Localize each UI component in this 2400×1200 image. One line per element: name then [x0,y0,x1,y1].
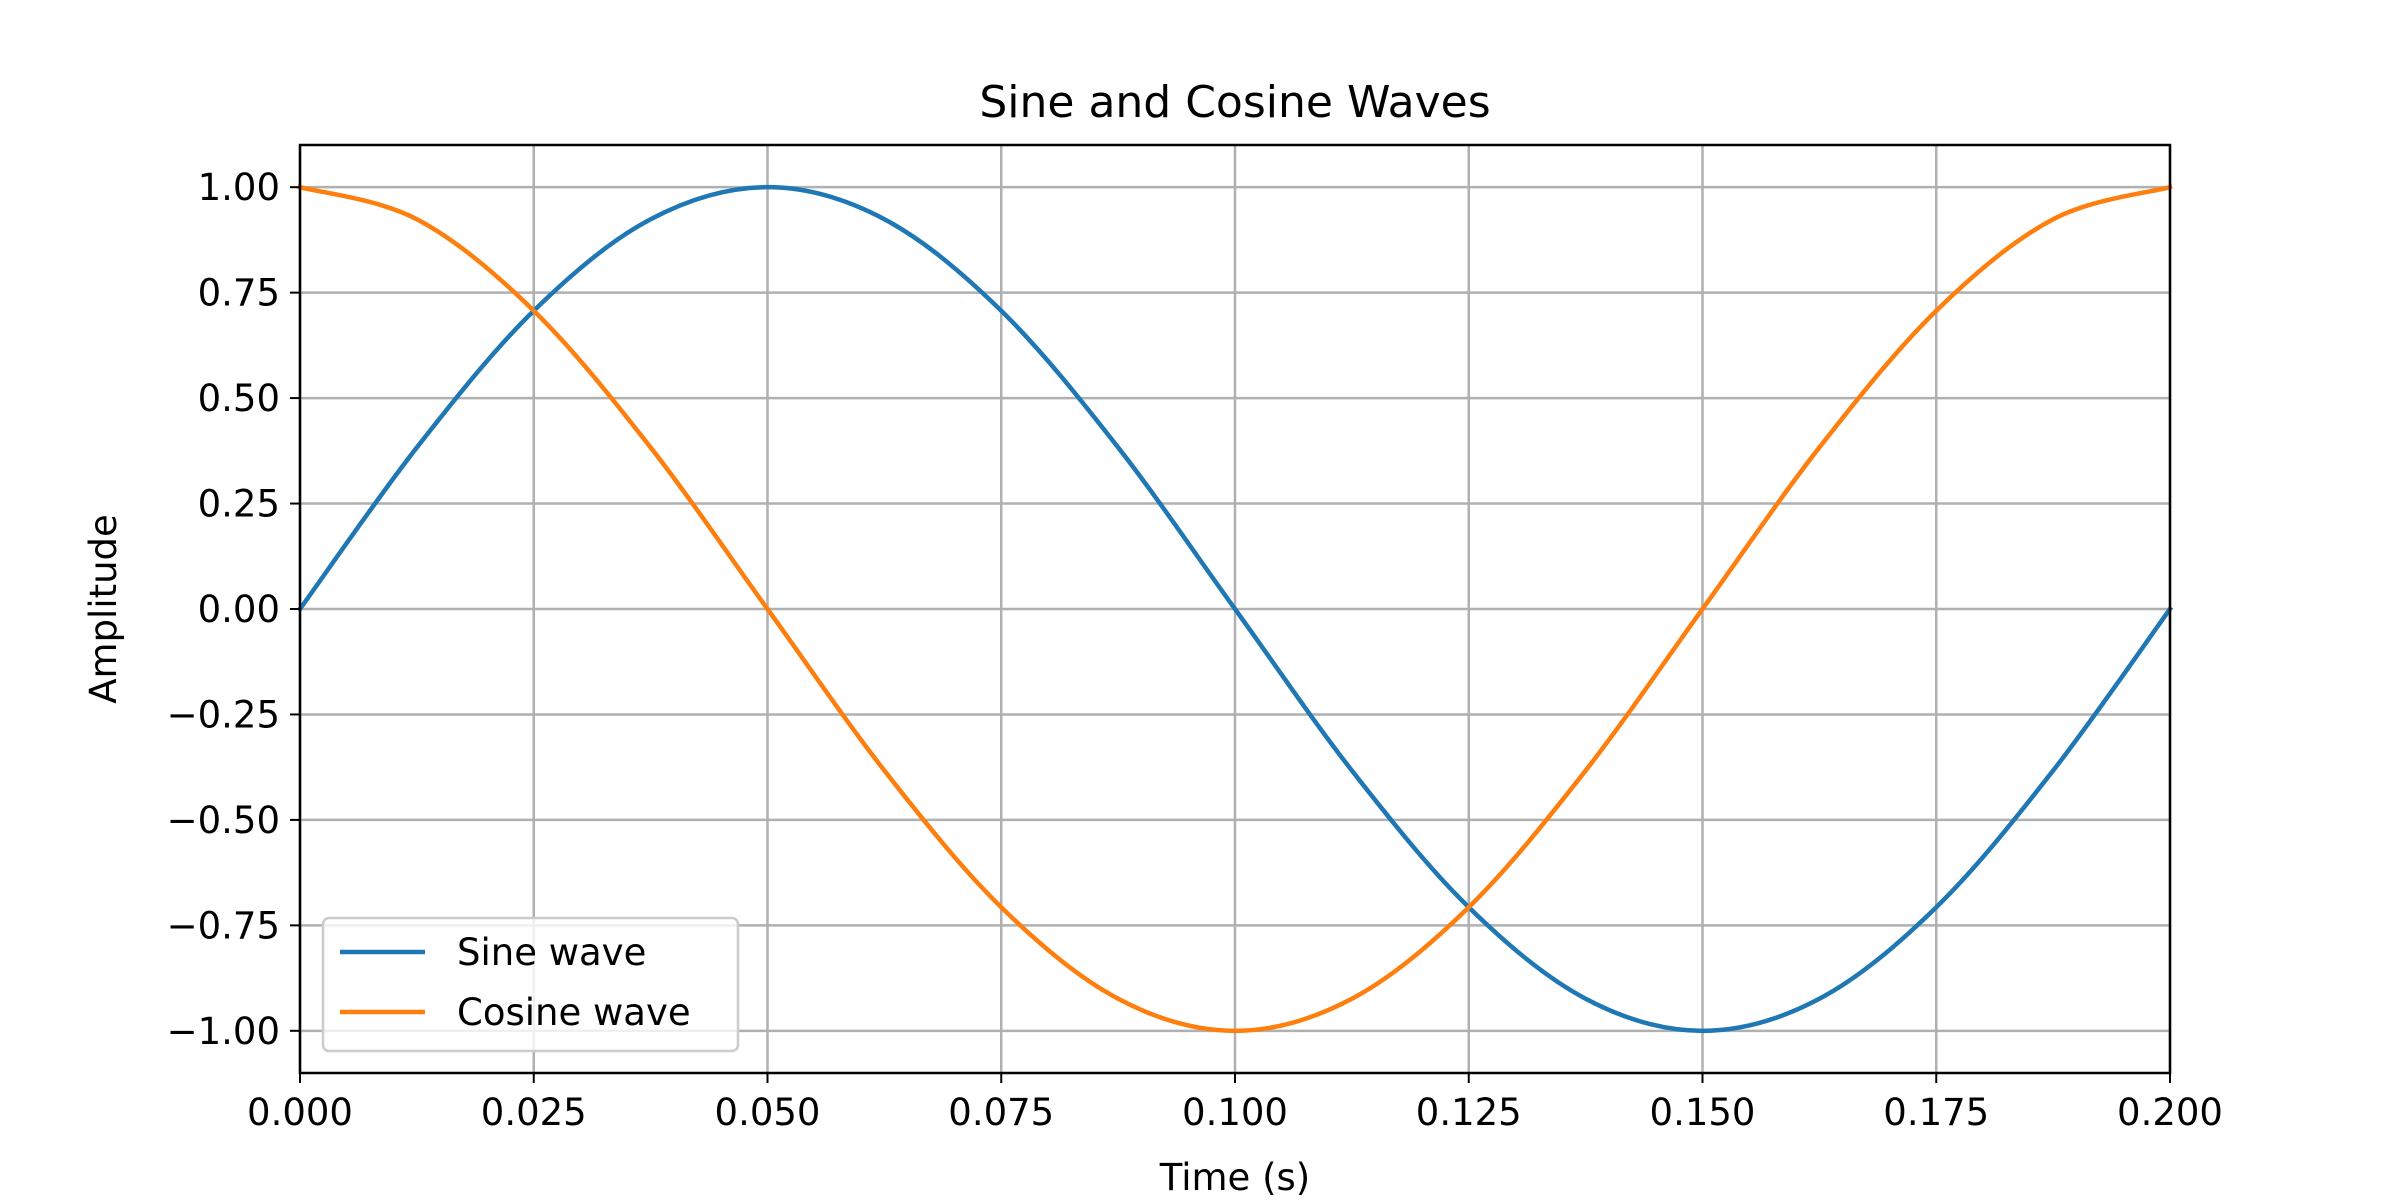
sine-wave-line [296,184,2174,1034]
y-tick-label: 1.00 [198,166,280,209]
legend-label-cosine-wave: Cosine wave [457,991,691,1034]
legend-label-sine-wave: Sine wave [457,931,646,974]
x-tick-label: 0.075 [948,1091,1054,1134]
series-lines [296,184,2174,1034]
y-axis-label: Amplitude [82,514,125,704]
y-tick-label: 0.50 [198,377,280,420]
x-tick-label: 0.125 [1416,1091,1522,1134]
x-axis-label: Time (s) [1159,1156,1310,1199]
y-tick-label: 0.00 [198,588,280,631]
x-axis: 0.000 0.025 0.050 0.075 0.100 0.125 0.150 0.175… [247,1073,2223,1134]
x-tick-label: 0.050 [715,1091,821,1134]
x-tick-label: 0.200 [2117,1091,2223,1134]
y-axis: 1.00 0.75 0.50 0.25 0.00 −0.25 −0.50 −0.75 −1.00 [167,166,300,1053]
y-tick-label: −1.00 [167,1010,280,1053]
y-tick-label: 0.25 [198,483,280,526]
x-tick-label: 0.100 [1182,1091,1288,1134]
chart-title: Sine and Cosine Waves [979,77,1490,128]
x-tick-label: 0.150 [1650,1091,1756,1134]
x-tick-label: 0.000 [247,1091,353,1134]
y-tick-label: −0.25 [167,693,280,736]
legend: Sine wave Cosine wave [321,916,740,1053]
cosine-wave-line [297,184,2173,1034]
legend-box [321,916,740,1053]
y-tick-label: 0.75 [198,272,280,315]
x-tick-label: 0.175 [1883,1091,1989,1134]
y-tick-label: −0.50 [167,799,280,842]
x-tick-label: 0.025 [481,1091,587,1134]
y-tick-label: −0.75 [167,904,280,947]
